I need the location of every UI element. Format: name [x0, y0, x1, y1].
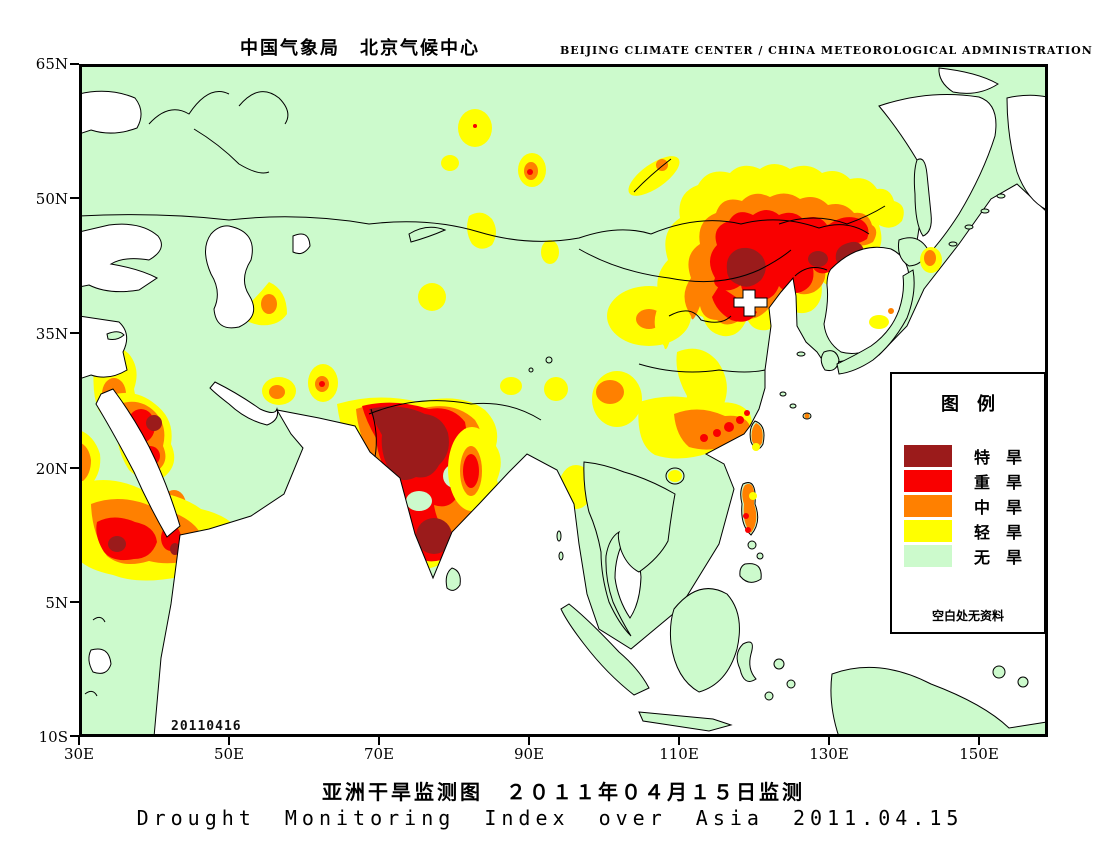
lon-tick-70e: 70E [363, 745, 395, 763]
sumatra [560, 603, 650, 696]
severe-drought-swatch [904, 470, 952, 492]
lon-tick-130e: 130E [809, 745, 849, 763]
lat-tick-50n: 50N [35, 190, 68, 208]
legend-item-moderate: 中 旱 [904, 494, 1044, 518]
legend-rows: 特 旱 重 旱 中 旱 轻 旱 无 旱 [892, 444, 1044, 568]
extreme-drought-swatch [904, 445, 952, 467]
mediterranean-sea [79, 315, 128, 380]
footer-title-english: Drought Monitoring Index over Asia 2011.… [136, 806, 964, 830]
aral-sea [292, 233, 311, 254]
legend-label: 无 旱 [974, 548, 1023, 567]
lat-tick-10s: 10S [38, 728, 68, 746]
header-title-chinese: 中国气象局 北京气候中心 [240, 38, 480, 59]
lake-victoria [88, 648, 112, 674]
date-stamp: 20110416 [171, 719, 242, 734]
bering-sea [1006, 94, 1048, 211]
bohai-sea [733, 289, 768, 317]
no-drought-swatch [904, 545, 952, 567]
lon-tick-110e: 110E [659, 745, 699, 763]
caspian-sea [205, 225, 255, 329]
moderate-drought-swatch [904, 495, 952, 517]
indochina [583, 461, 676, 637]
arctic-inlet [938, 67, 999, 94]
sakhalin [913, 158, 932, 237]
cyprus [106, 331, 125, 340]
legend-item-extreme: 特 旱 [904, 444, 1044, 468]
legend-label: 重 旱 [974, 473, 1023, 492]
red-sea [95, 388, 181, 538]
honshu [836, 269, 915, 375]
sri-lanka [445, 567, 461, 591]
java [638, 711, 733, 732]
legend-label: 特 旱 [974, 448, 1023, 467]
legend-item-light: 轻 旱 [904, 519, 1044, 543]
new-guinea [830, 666, 1048, 737]
footer-title-chinese: 亚洲干旱监测图 ２０１１年０４月１５日监测 [322, 780, 805, 804]
indian-pacific-ocean [153, 183, 1048, 737]
mindanao [739, 563, 762, 583]
drought-blobs-islands [668, 247, 942, 533]
sulawesi [736, 641, 757, 682]
drought-map [79, 64, 1048, 737]
baltic-patch [79, 90, 142, 135]
map-border [79, 64, 1048, 737]
map-canvas [79, 64, 1048, 737]
legend-title: 图 例 [941, 394, 995, 415]
lat-tick-5n: 5N [45, 594, 68, 612]
map-lines [79, 91, 886, 697]
persian-gulf [209, 381, 278, 426]
light-drought-swatch [904, 520, 952, 542]
borneo [669, 588, 740, 693]
legend-label: 中 旱 [974, 498, 1023, 517]
lon-tick-30e: 30E [63, 745, 95, 763]
lon-tick-50e: 50E [213, 745, 245, 763]
legend-label: 轻 旱 [974, 523, 1023, 542]
lat-tick-35n: 35N [35, 325, 68, 343]
kyushu [820, 350, 840, 371]
header-title-english: BEIJING CLIMATE CENTER / CHINA METEOROLO… [560, 44, 1093, 57]
black-sea [79, 223, 162, 293]
legend-item-none: 无 旱 [904, 544, 1044, 568]
lon-tick-150e: 150E [959, 745, 999, 763]
legend-note: 空白处无资料 [931, 609, 1004, 623]
legend-item-severe: 重 旱 [904, 469, 1044, 493]
lat-tick-20n: 20N [35, 460, 68, 478]
lon-tick-90e: 90E [513, 745, 545, 763]
legend-box: 图 例 特 旱 重 旱 中 旱 轻 旱 无 旱 空白处无资料 [890, 372, 1046, 634]
lat-tick-65n: 65N [35, 55, 68, 73]
